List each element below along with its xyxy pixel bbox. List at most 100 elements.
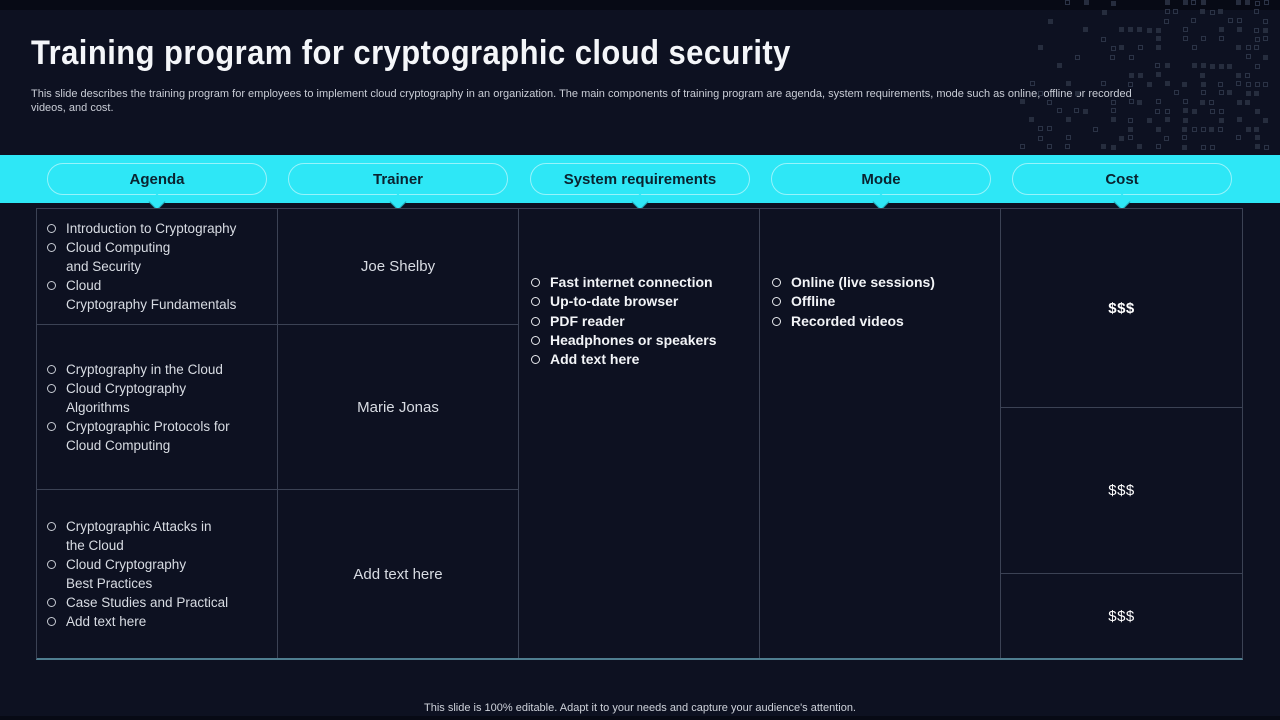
list-item-text: PDF reader (550, 312, 625, 329)
list-item: Up-to-date browser (531, 292, 751, 311)
pixel-square (1083, 27, 1088, 32)
trainer-cell-row2: Marie Jonas (278, 325, 518, 490)
column-header-label: Trainer (372, 170, 424, 188)
circle-bullet-icon (47, 281, 56, 290)
pixel-square (1228, 18, 1233, 23)
pixel-square (1183, 27, 1188, 32)
pixel-square (1101, 37, 1106, 42)
pixel-square (1101, 81, 1106, 86)
system-requirements-cell: Fast internet connection Up-to-date brow… (519, 209, 759, 658)
cost-cell-row2: $$$ (1001, 408, 1242, 574)
circle-bullet-icon (47, 421, 56, 431)
pixel-square (1029, 117, 1034, 122)
pixel-square (1147, 28, 1152, 33)
list-item: Cloud Cryptography Best Practices (47, 555, 269, 593)
mode-column: Online (live sessions) Offline Recorded … (760, 209, 1001, 658)
pixel-square (1183, 118, 1188, 123)
editable-note: This slide is 100% editable. Adapt it to… (424, 702, 856, 714)
circle-bullet-icon (531, 316, 540, 326)
pixel-square (1138, 45, 1143, 50)
pixel-square (1147, 118, 1152, 123)
trainer-cell-row3: Add text here (278, 490, 518, 658)
circle-bullet-icon (47, 598, 56, 607)
pixel-square (1129, 55, 1134, 60)
column-header-label: Cost (1105, 170, 1139, 188)
pixel-square (1102, 10, 1107, 15)
list-item-text: Recorded videos (791, 312, 904, 329)
list-item: PDF reader (531, 312, 751, 331)
trainer-column: Joe Shelby Marie Jonas Add text here (278, 209, 519, 658)
pixel-square (1030, 81, 1035, 86)
list-item-text: Cryptographic Protocols for Cloud Comput… (66, 418, 230, 453)
circle-bullet-icon (47, 617, 56, 626)
pixel-square (1200, 73, 1205, 78)
pixel-square (1255, 144, 1260, 149)
circle-bullet-icon (772, 278, 781, 287)
pixel-square (1191, 18, 1196, 23)
pixel-square (1182, 127, 1187, 132)
list-item: Introduction to Cryptography (47, 219, 269, 238)
pixel-square (1110, 55, 1115, 60)
pixel-square (1263, 19, 1268, 24)
bottom-edge-strip (0, 716, 1280, 720)
trainer-name: Joe Shelby (360, 258, 436, 275)
pixel-square (1246, 91, 1251, 96)
list-item-text: Fast internet connection (550, 274, 713, 290)
pixel-square (1155, 63, 1160, 68)
pixel-square (1255, 64, 1260, 69)
circle-bullet-icon (531, 355, 540, 365)
pixel-square (1093, 127, 1098, 132)
column-header-trainer: Trainer (288, 163, 508, 195)
pixel-square (1138, 73, 1143, 78)
circle-bullet-icon (531, 297, 540, 307)
column-header-system-requirements: System requirements (530, 163, 750, 195)
agenda-cell-row2: Cryptography in the Cloud Cloud Cryptogr… (37, 325, 277, 490)
table-header-band: Agenda Trainer System requirements Mode … (0, 155, 1280, 211)
pixel-square (1219, 64, 1224, 69)
list-item-text: Cloud Computing and Security (66, 240, 171, 274)
pixel-square (1182, 135, 1187, 140)
pixel-square (1219, 118, 1224, 123)
pixel-square (1156, 28, 1161, 33)
list-item-text: Case Studies and Practical (66, 595, 229, 610)
pixel-square (1236, 45, 1241, 50)
pixel-square (1254, 45, 1259, 50)
pixel-square (1038, 126, 1043, 131)
list-item: Cryptographic Protocols for Cloud Comput… (47, 417, 269, 455)
trainer-name: Marie Jonas (357, 398, 439, 416)
pixel-square (1111, 145, 1116, 150)
pixel-square (1255, 135, 1260, 140)
pixel-square (1201, 127, 1206, 132)
pixel-square (1254, 127, 1259, 132)
list-item: Fast internet connection (531, 273, 751, 292)
list-item-text: Online (live sessions) (791, 274, 935, 290)
list-item-text: Offline (791, 293, 836, 310)
pixel-square (1020, 144, 1025, 149)
pixel-square (1246, 45, 1251, 50)
list-item: Cryptography in the Cloud (47, 360, 269, 379)
pixel-square (1182, 145, 1187, 150)
pixel-square (1047, 126, 1052, 131)
pixel-square (1165, 81, 1170, 86)
pixel-square (1264, 145, 1269, 150)
pixel-square (1111, 46, 1116, 51)
pixel-square (1128, 135, 1133, 140)
cost-value: $$$ (1108, 607, 1135, 625)
pixel-square (1066, 81, 1071, 86)
trainer-cell-row1: Joe Shelby (278, 209, 518, 325)
circle-bullet-icon (531, 335, 540, 345)
pixel-square (1075, 55, 1080, 60)
pixel-square (1237, 117, 1242, 122)
list-item-text: Cryptography in the Cloud (66, 361, 223, 377)
list-item: Cloud Computing and Security (47, 238, 269, 276)
list-item: Cryptographic Attacks in the Cloud (47, 517, 269, 555)
column-header-agenda: Agenda (47, 163, 267, 195)
pixel-square (1119, 27, 1124, 32)
pixel-square (1227, 64, 1232, 69)
cost-column: $$$ $$$ $$$ (1001, 209, 1242, 658)
list-item: Offline (772, 292, 992, 311)
pixel-square (1183, 36, 1188, 41)
circle-bullet-icon (47, 224, 56, 233)
pixel-square (1263, 118, 1268, 123)
